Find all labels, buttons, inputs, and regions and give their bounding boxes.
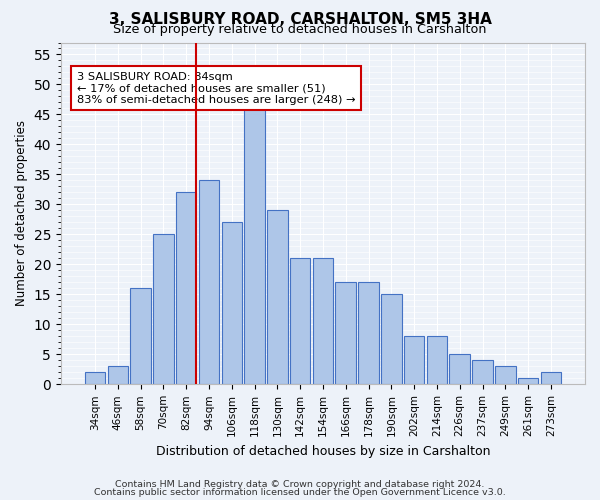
Y-axis label: Number of detached properties: Number of detached properties — [15, 120, 28, 306]
Text: 3, SALISBURY ROAD, CARSHALTON, SM5 3HA: 3, SALISBURY ROAD, CARSHALTON, SM5 3HA — [109, 12, 491, 26]
X-axis label: Distribution of detached houses by size in Carshalton: Distribution of detached houses by size … — [156, 444, 490, 458]
Bar — [199, 180, 219, 384]
Text: Contains public sector information licensed under the Open Government Licence v3: Contains public sector information licen… — [94, 488, 506, 497]
Bar — [313, 258, 333, 384]
Bar — [472, 360, 493, 384]
Bar — [267, 210, 287, 384]
Text: Contains HM Land Registry data © Crown copyright and database right 2024.: Contains HM Land Registry data © Crown c… — [115, 480, 485, 489]
Bar — [495, 366, 515, 384]
Bar — [358, 282, 379, 384]
Bar — [335, 282, 356, 384]
Bar — [153, 234, 173, 384]
Bar — [427, 336, 447, 384]
Bar — [107, 366, 128, 384]
Text: Size of property relative to detached houses in Carshalton: Size of property relative to detached ho… — [113, 22, 487, 36]
Bar — [290, 258, 310, 384]
Bar — [221, 222, 242, 384]
Bar — [130, 288, 151, 384]
Bar — [85, 372, 105, 384]
Bar — [176, 192, 196, 384]
Bar — [541, 372, 561, 384]
Bar — [381, 294, 401, 384]
Text: 3 SALISBURY ROAD: 84sqm
← 17% of detached houses are smaller (51)
83% of semi-de: 3 SALISBURY ROAD: 84sqm ← 17% of detache… — [77, 72, 355, 105]
Bar — [518, 378, 538, 384]
Bar — [244, 108, 265, 384]
Bar — [404, 336, 424, 384]
Bar — [449, 354, 470, 384]
